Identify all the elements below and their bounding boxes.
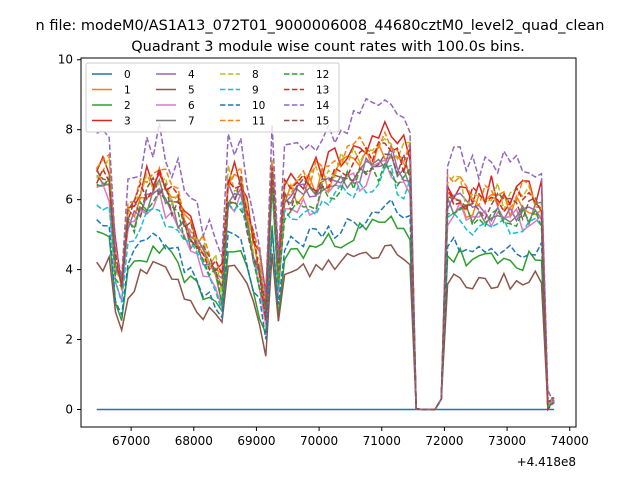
series-line-2 — [96, 215, 555, 411]
y-tick-label: 8 — [65, 123, 73, 137]
legend-label: 7 — [188, 116, 195, 128]
legend-label: 14 — [316, 100, 330, 112]
series-layer — [95, 97, 555, 412]
legend-label: 0 — [124, 69, 131, 81]
y-tick-label: 2 — [65, 333, 73, 347]
series-line-14 — [96, 97, 555, 411]
legend-label: 12 — [316, 69, 329, 81]
series-line-15 — [96, 151, 555, 411]
series-line-10 — [96, 198, 555, 411]
x-tick-label: 71000 — [363, 434, 401, 448]
x-tick-label: 72000 — [425, 434, 463, 448]
y-tick-label: 0 — [65, 403, 73, 417]
y-axis: 0 2 4 6 8 10 — [58, 53, 81, 417]
legend-box — [85, 62, 340, 133]
legend-label: 15 — [316, 116, 329, 128]
x-tick-label: 69000 — [237, 434, 275, 448]
axes-frame — [80, 57, 577, 428]
legend-label: 8 — [252, 69, 259, 81]
legend-label: 2 — [124, 100, 131, 112]
plot-area — [80, 57, 577, 428]
legend-label: 1 — [124, 85, 131, 97]
y-tick-label: 4 — [65, 263, 73, 277]
series-line-5 — [96, 244, 555, 411]
series-line-8 — [96, 137, 555, 411]
x-tick-label: 68000 — [175, 434, 213, 448]
x-tick-label: 73000 — [488, 434, 526, 448]
legend-label: 4 — [188, 69, 195, 81]
x-tick-label: 67000 — [112, 434, 150, 448]
x-tick-label: 74000 — [551, 434, 589, 448]
x-offset-label: +4.418e8 — [517, 455, 576, 469]
y-tick-label: 6 — [65, 193, 73, 207]
legend-label: 10 — [252, 100, 265, 112]
legend-label: 9 — [252, 85, 259, 97]
legend-label: 11 — [252, 116, 265, 128]
series-line-9 — [96, 164, 555, 411]
chart-title: Quadrant 3 module wise count rates with … — [131, 39, 525, 55]
legend-label: 5 — [188, 85, 195, 97]
series-line-12 — [96, 160, 555, 412]
y-tick-label: 10 — [58, 53, 73, 67]
series-line-7 — [96, 152, 555, 411]
legend-label: 13 — [316, 85, 329, 97]
x-axis: 67000 68000 69000 70000 71000 72000 73000 74000 — [112, 427, 589, 448]
legend-label: 6 — [188, 100, 195, 112]
legend-label: 3 — [124, 116, 131, 128]
series-line-11 — [96, 130, 555, 411]
x-tick-label: 70000 — [300, 434, 338, 448]
figure-suptitle: n file: modeM0/AS1A13_072T01_9000006008_… — [36, 18, 605, 34]
